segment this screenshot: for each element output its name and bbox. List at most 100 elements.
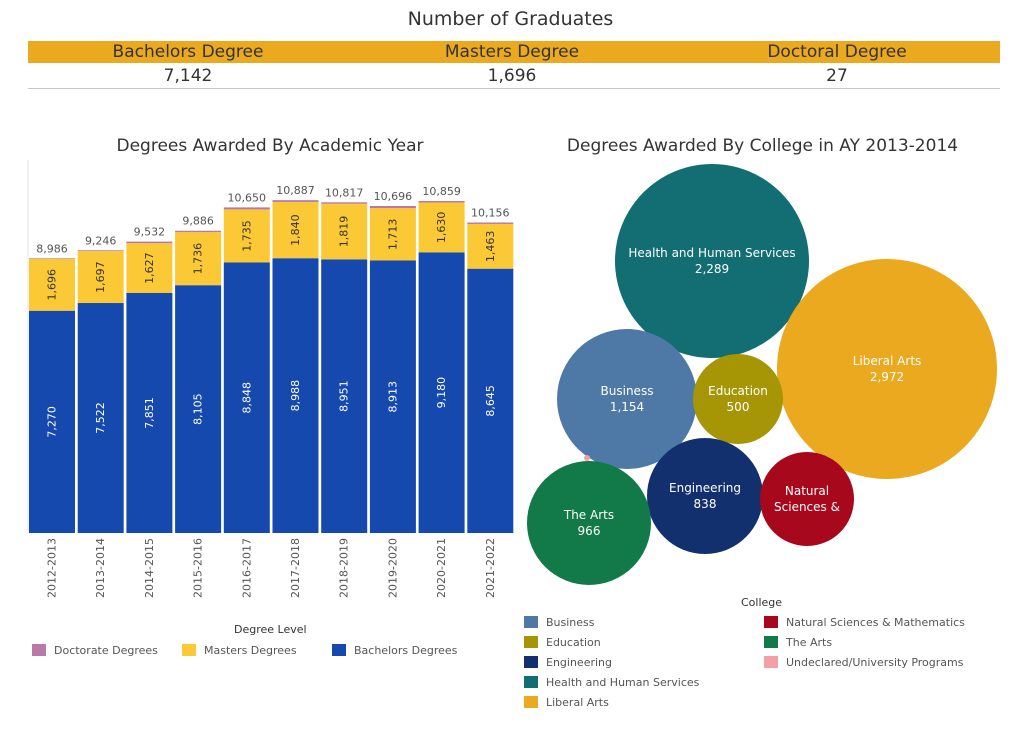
bar-value-label: 8,913 (386, 381, 399, 413)
bar-segment-bachelors-degrees[interactable] (223, 262, 270, 533)
kpi-header-band (28, 41, 1000, 63)
legend-item-doctorate[interactable]: Doctorate Degrees (32, 643, 158, 657)
legend-item-liberal-arts[interactable]: Liberal Arts (524, 695, 609, 709)
bar-value-label: 1,697 (94, 261, 107, 293)
bar-value-label: 1,627 (143, 252, 156, 284)
bubble-liberal-arts[interactable] (777, 259, 997, 479)
legend-label-engineering: Engineering (546, 655, 612, 669)
bar-value-label: 1,840 (289, 214, 302, 246)
legend-item-masters[interactable]: Masters Degrees (182, 643, 297, 657)
bar-segment-masters-degrees[interactable] (77, 251, 124, 304)
kpi-bachelors-label: Bachelors Degree (112, 42, 264, 62)
bar-segment-doctorate-degrees[interactable] (77, 250, 124, 252)
bar-segment-doctorate-degrees[interactable] (467, 222, 514, 224)
bar-segment-bachelors-degrees[interactable] (321, 259, 368, 533)
bubble-label-the-arts: The Arts (563, 508, 614, 522)
bar-segment-bachelors-degrees[interactable] (175, 285, 222, 533)
legend-swatch-health-human-services (524, 676, 538, 688)
bar-segment-bachelors-degrees[interactable] (418, 252, 465, 533)
legend-item-health-human-services[interactable]: Health and Human Services (524, 675, 699, 689)
legend-item-business[interactable]: Business (524, 615, 595, 629)
bar-total-label: 10,817 (325, 186, 364, 199)
legend-swatch-masters (182, 644, 196, 656)
bar-chart[interactable]: 7,270 1,696 8,986 2012-2013 7,522 1,697 9,246 2… (0, 160, 520, 610)
bar-segment-doctorate-degrees[interactable] (418, 200, 465, 203)
bar-segment-bachelors-degrees[interactable] (77, 303, 124, 533)
bar-value-label: 1,696 (46, 269, 59, 301)
bar-segment-masters-degrees[interactable] (467, 223, 514, 269)
bar-segment-masters-degrees[interactable] (418, 202, 465, 253)
bubble-engineering[interactable] (647, 438, 763, 554)
bar-total-label: 9,886 (182, 215, 214, 228)
kpi-doctoral-label: Doctoral Degree (767, 42, 907, 62)
bar-segment-doctorate-degrees[interactable] (369, 205, 416, 209)
legend-swatch-bachelors (332, 644, 346, 656)
bar-segment-masters-degrees[interactable] (272, 201, 319, 259)
bubble-business[interactable] (557, 329, 697, 469)
bar-segment-doctorate-degrees[interactable] (321, 202, 368, 204)
x-tick-label: 2012-2013 (46, 538, 59, 598)
bar-chart-title: Degrees Awarded By Academic Year (116, 136, 424, 156)
x-tick-label: 2017-2018 (289, 538, 302, 598)
bar-segment-masters-degrees[interactable] (29, 258, 75, 311)
legend-item-engineering[interactable]: Engineering (524, 655, 612, 669)
bubble-chart[interactable]: Health and Human Services 2,289 Liberal Ar… (520, 160, 1010, 590)
bar-value-label: 1,819 (338, 216, 351, 248)
kpi-divider (28, 88, 1000, 89)
dashboard-title: Number of Graduates (407, 8, 614, 30)
bar-segment-masters-degrees[interactable] (321, 203, 368, 260)
bubble-label-health-and-human-services: Health and Human Services (628, 246, 795, 260)
legend-label-liberal-arts: Liberal Arts (546, 695, 609, 709)
bar-segment-doctorate-degrees[interactable] (272, 200, 319, 202)
bar-value-label: 8,645 (484, 385, 497, 417)
legend-label-the-arts: The Arts (786, 635, 833, 649)
bar-segment-bachelors-degrees[interactable] (272, 258, 319, 533)
bar-segment-doctorate-degrees[interactable] (175, 230, 222, 233)
bar-segment-bachelors-degrees[interactable] (369, 260, 416, 533)
bubble-natural-sciences-mathematics[interactable] (760, 452, 854, 546)
bar-value-label: 1,735 (240, 220, 253, 252)
bar-segment-masters-degrees[interactable] (175, 232, 222, 286)
legend-swatch-education (524, 636, 538, 648)
bar-value-label: 8,988 (289, 380, 302, 412)
x-tick-label: 2021-2022 (484, 538, 497, 598)
bar-segment-masters-degrees[interactable] (223, 209, 270, 263)
bar-total-label: 10,859 (422, 185, 461, 198)
legend-item-bachelors[interactable]: Bachelors Degrees (332, 643, 457, 657)
bubble-undeclared-university-programs[interactable] (584, 455, 590, 461)
bar-value-label: 8,848 (240, 382, 253, 414)
bubble-the-arts[interactable] (527, 461, 651, 585)
kpi-masters-value: 1,696 (487, 66, 537, 86)
kpi-masters-label: Masters Degree (444, 42, 580, 62)
legend-item-undeclared[interactable]: Undeclared/University Programs (764, 655, 963, 669)
bar-segment-bachelors-degrees[interactable] (467, 268, 514, 533)
bubble-label-natural-sciences-mathematics: Natural (785, 484, 829, 498)
legend-item-education[interactable]: Education (524, 635, 601, 649)
bar-segment-doctorate-degrees[interactable] (126, 241, 173, 244)
bar-segment-bachelors-degrees[interactable] (126, 292, 173, 533)
legend-item-the-arts[interactable]: The Arts (764, 635, 832, 649)
x-tick-label: 2016-2017 (240, 538, 253, 598)
bar-segment-doctorate-degrees[interactable] (29, 258, 75, 259)
legend-label-business: Business (546, 615, 595, 629)
college-legend-title: College (741, 596, 783, 609)
bubble-health-and-human-services[interactable] (615, 164, 809, 358)
bar-segment-masters-degrees[interactable] (126, 243, 173, 293)
bar-segment-masters-degrees[interactable] (369, 208, 416, 261)
legend-swatch-the-arts (764, 636, 778, 648)
bar-value-label: 1,736 (192, 243, 205, 275)
bar-value-label: 1,463 (484, 231, 497, 263)
bubble-education[interactable] (693, 354, 783, 444)
bubble-label-liberal-arts: Liberal Arts (853, 354, 922, 368)
bar-value-label: 7,270 (46, 406, 59, 438)
legend-label-undeclared: Undeclared/University Programs (786, 655, 964, 669)
bubble-label-education: 500 (727, 400, 750, 414)
bar-value-label: 7,522 (94, 402, 107, 434)
bar-value-label: 8,105 (192, 393, 205, 425)
bar-segment-bachelors-degrees[interactable] (29, 310, 75, 533)
bubble-label-the-arts: 966 (578, 524, 601, 538)
legend-item-natural-sciences[interactable]: Natural Sciences & Mathematics (764, 615, 965, 629)
bubble-label-business: 1,154 (610, 400, 644, 414)
bar-segment-doctorate-degrees[interactable] (223, 207, 270, 210)
legend-label-bachelors: Bachelors Degrees (354, 643, 458, 657)
